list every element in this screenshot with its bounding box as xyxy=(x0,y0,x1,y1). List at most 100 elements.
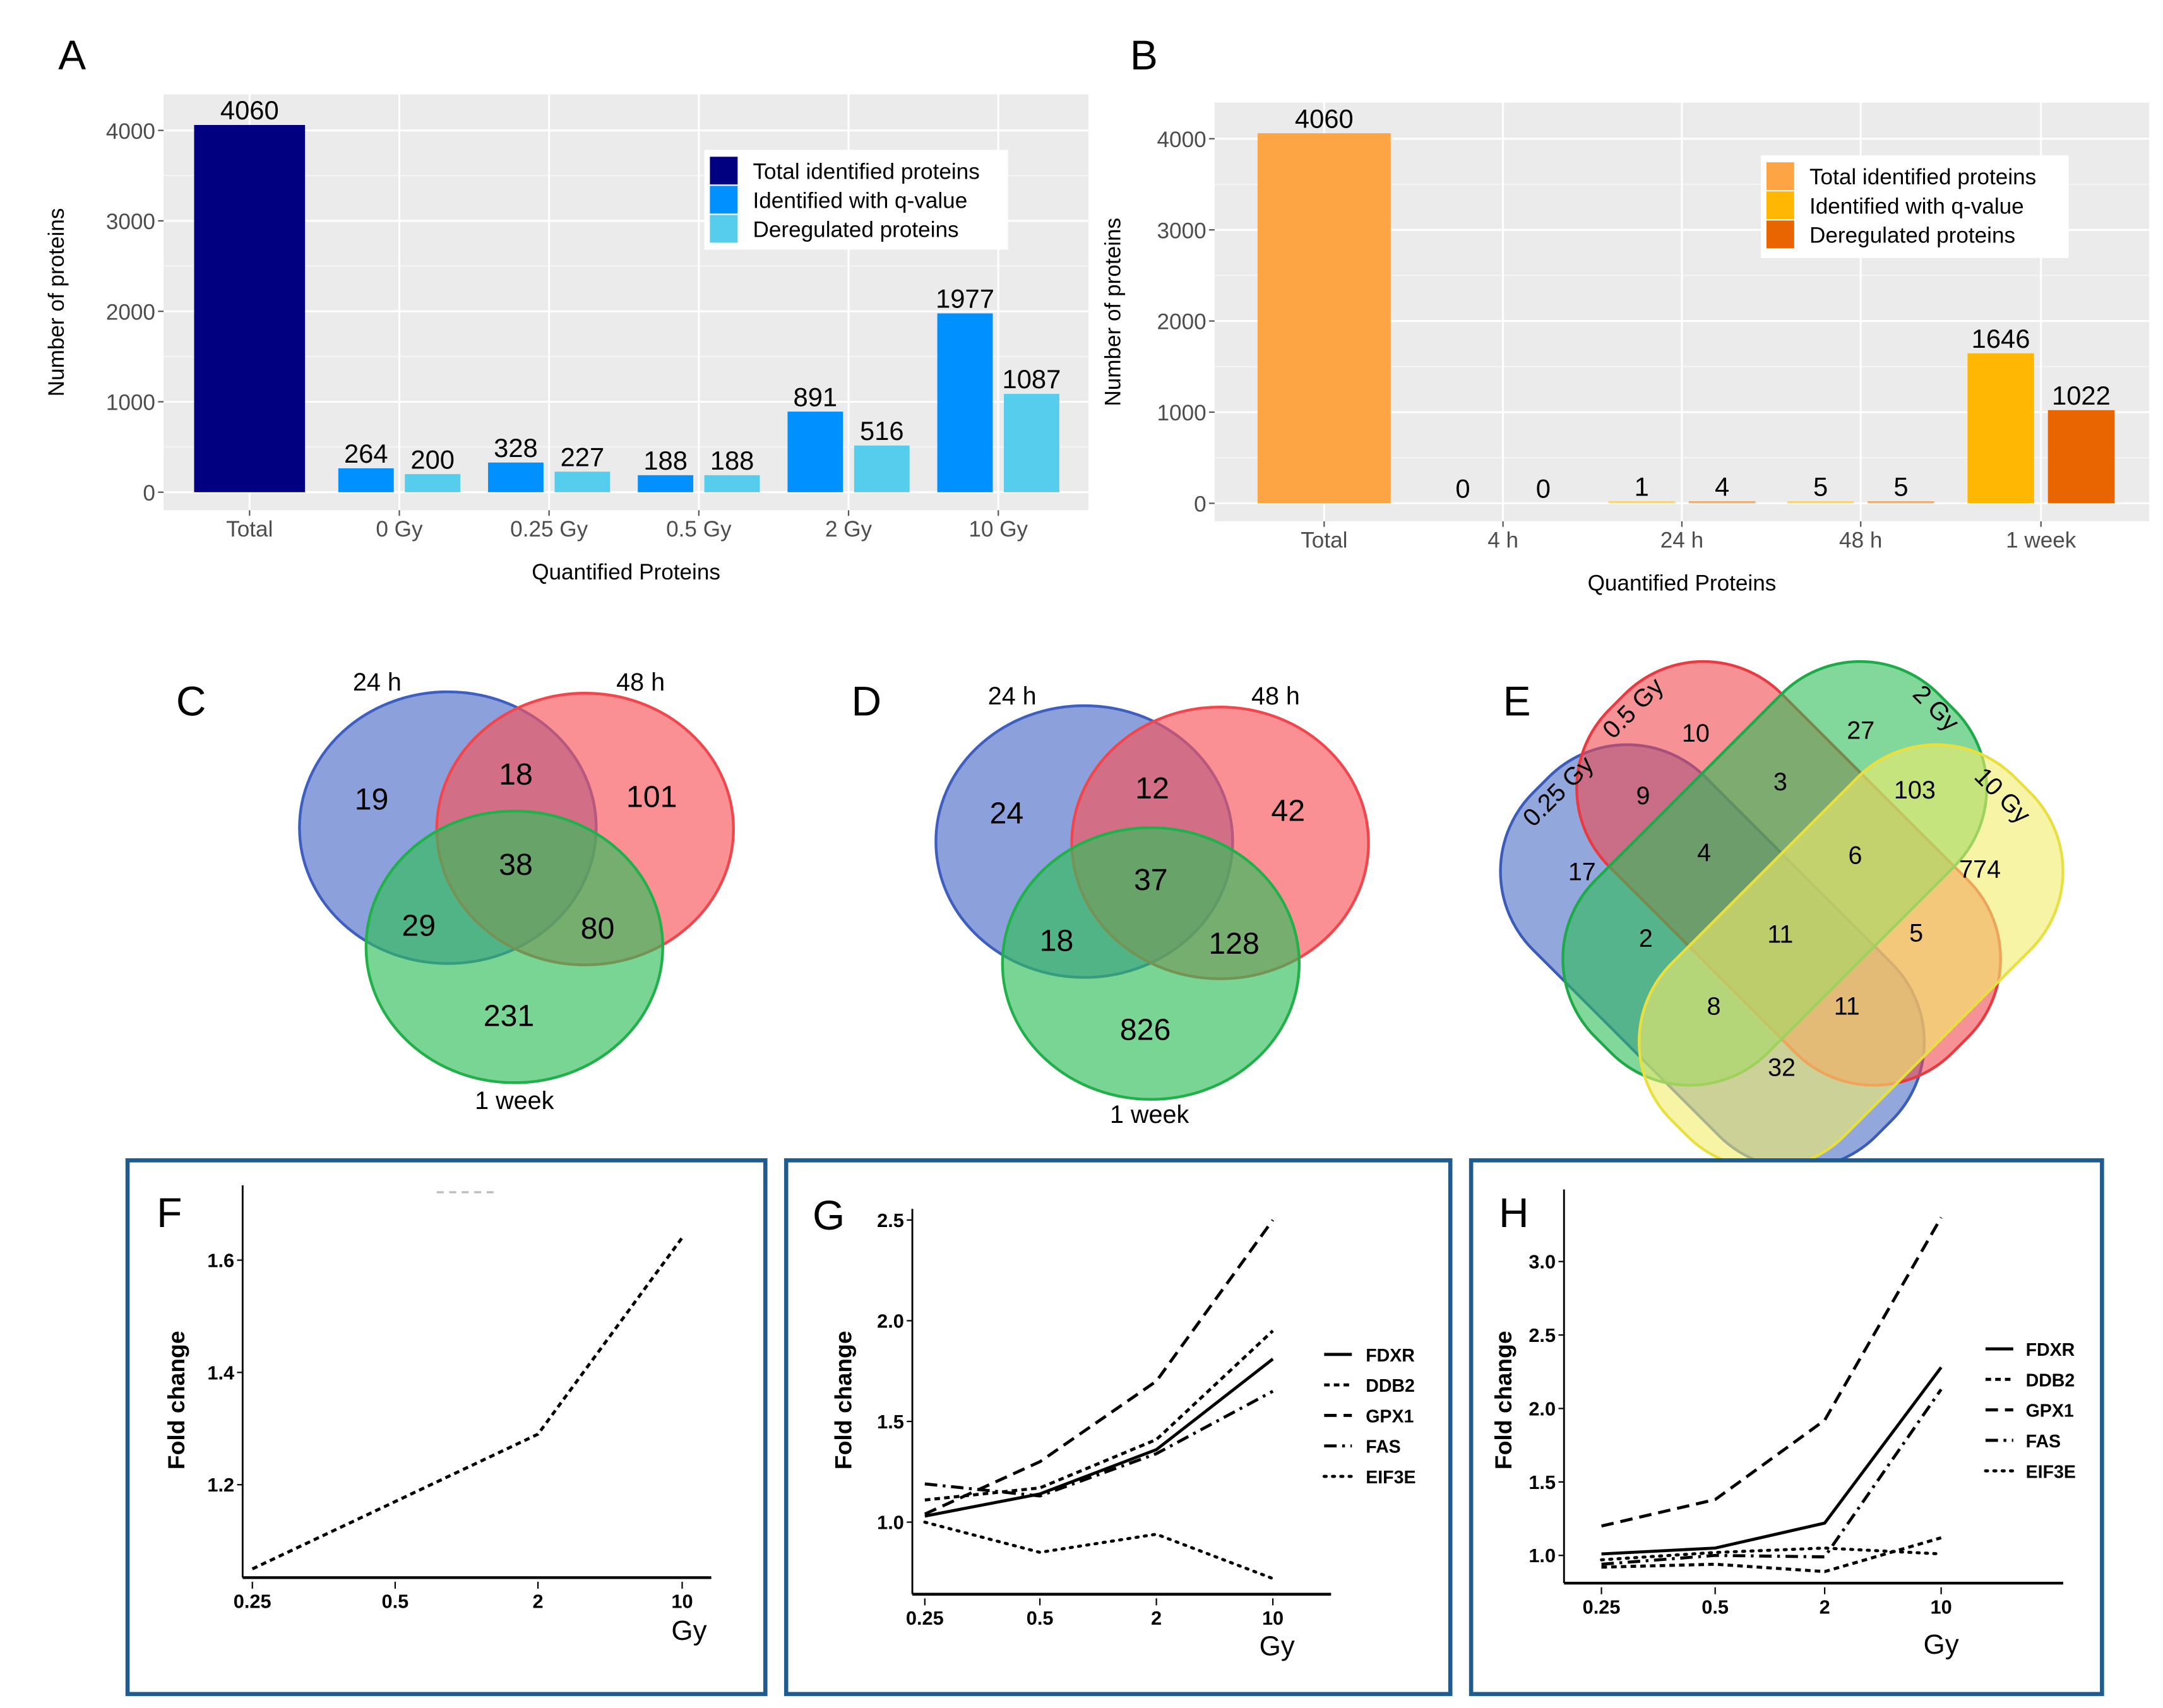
x-axis-title: Quantified Proteins xyxy=(532,560,720,584)
venn-region-count: 3 xyxy=(1773,768,1787,796)
venn-set-label: 1 week xyxy=(1110,1101,1189,1129)
line-chart-G: 1.0 1.5 2.0 2.5 0.25 0.5 2 10 FDXR DDB2 GPX1 FAS EIF… xyxy=(784,1158,1453,1697)
y-tick-label: 2.5 xyxy=(877,1209,904,1231)
series-line-gpx1 xyxy=(1601,1216,1943,1528)
legend-label: Identified with q-value xyxy=(1809,194,2024,218)
venn-region-count: 11 xyxy=(1767,921,1793,949)
bar-value-label: 4060 xyxy=(1295,104,1354,133)
venn-region-count: 17 xyxy=(1568,858,1596,886)
series-line-fdxr xyxy=(924,1358,1274,1518)
x-tick-label: 4 h xyxy=(1487,528,1518,553)
x-tick-label: 0.5 xyxy=(382,1591,409,1613)
venn-set-circle xyxy=(1001,826,1301,1101)
bar xyxy=(854,445,910,492)
x-tick-label: 2 xyxy=(1820,1596,1830,1618)
y-tick-label: 4000 xyxy=(1157,128,1207,152)
y-tick-label: 1.0 xyxy=(1528,1545,1556,1567)
legend-swatch xyxy=(1766,191,1794,220)
bar xyxy=(1787,501,1854,504)
bar-value-label: 1087 xyxy=(1003,364,1061,394)
legend-box xyxy=(704,150,1008,250)
panel-letter: A xyxy=(58,32,86,78)
legend-label: EIF3E xyxy=(2026,1462,2076,1482)
y-axis-title: Fold change xyxy=(1490,1331,1516,1469)
panel-letter: D xyxy=(851,677,881,724)
panel-letter: H xyxy=(1499,1189,1529,1236)
bar xyxy=(338,468,394,492)
bar-value-label: 188 xyxy=(710,446,754,475)
x-tick-label: 10 xyxy=(1262,1607,1284,1629)
x-axis-title: Gy xyxy=(1260,1630,1295,1661)
bar xyxy=(1608,501,1675,504)
panel-letter: C xyxy=(176,677,206,724)
venn-region-count: 29 xyxy=(402,909,436,943)
venn-region-count: 8 xyxy=(1707,993,1720,1021)
series-line-gpx1 xyxy=(924,1219,1275,1515)
legend-label: FAS xyxy=(2026,1432,2061,1452)
panel-frame xyxy=(784,1158,1453,1697)
y-tick-label: 1.5 xyxy=(1528,1471,1556,1493)
y-tick-label: 2.5 xyxy=(1528,1324,1556,1346)
legend-box xyxy=(1761,155,2069,258)
y-tick-label: 2000 xyxy=(106,300,155,324)
bar-value-label: 891 xyxy=(794,382,838,412)
y-tick-label: 3000 xyxy=(1157,218,1207,243)
line-chart-H: 1.0 1.5 2.0 2.5 3.0 0.25 0.5 2 10 FDXR DDB2 GPX1 FAS… xyxy=(1469,1158,2104,1697)
venn-region-count: 9 xyxy=(1636,782,1650,810)
venn-region-count: 10 xyxy=(1682,720,1710,747)
venn-set-label: 1 week xyxy=(475,1087,554,1115)
x-tick-label: 2 xyxy=(533,1591,544,1613)
venn-set-label: 48 h xyxy=(616,668,665,696)
x-tick-label: 0.5 Gy xyxy=(666,517,732,542)
bar xyxy=(488,462,544,492)
series-line-eif3e xyxy=(1600,1546,1943,1562)
legend: Total identified proteins Identified with… xyxy=(704,150,1008,250)
y-tick-label: 2000 xyxy=(1157,310,1207,335)
bar-value-label: 1646 xyxy=(1972,324,2030,353)
venn-region-count: 6 xyxy=(1848,841,1862,869)
bar xyxy=(787,412,843,492)
bar xyxy=(554,471,611,492)
legend-label: Total identified proteins xyxy=(1809,165,2036,189)
x-tick-label: 48 h xyxy=(1839,528,1882,553)
x-tick-label: 1 week xyxy=(2006,528,2077,553)
legend: Total identified proteins Identified with… xyxy=(1761,155,2069,258)
panel-frame xyxy=(125,1158,768,1697)
x-tick-label: 10 Gy xyxy=(968,517,1028,542)
bar-value-label: 4060 xyxy=(220,95,279,125)
bar-chart-B: 0 1000 2000 3000 4000 Total 4 h 24 h 48 h 1 week 4… xyxy=(1100,32,2150,596)
x-tick-label: 2 Gy xyxy=(825,517,873,542)
panel-letter: E xyxy=(1503,677,1531,724)
venn-set-shape xyxy=(1638,743,2065,1170)
x-tick-label: 0.25 xyxy=(1583,1596,1621,1618)
legend-label: Deregulated proteins xyxy=(1809,223,2015,247)
series-line-ddb2 xyxy=(924,1329,1274,1502)
y-tick-label: 1.2 xyxy=(207,1474,234,1496)
legend-swatch xyxy=(1766,162,1794,191)
x-axis-title: Gy xyxy=(1924,1629,1959,1660)
y-tick-label: 3.0 xyxy=(1528,1251,1556,1273)
venn-region-count: 826 xyxy=(1120,1012,1171,1047)
venn-region-count: 12 xyxy=(1135,771,1169,805)
venn-region-count: 18 xyxy=(499,757,533,792)
bar-value-label: 1977 xyxy=(936,284,994,314)
x-axis-title: Quantified Proteins xyxy=(1588,571,1777,596)
legend-label: FDXR xyxy=(1366,1346,1415,1366)
bar xyxy=(1004,394,1059,492)
legend-label: DDB2 xyxy=(2026,1370,2075,1391)
bar-value-label: 5 xyxy=(1813,471,1828,501)
y-tick-label: 1000 xyxy=(106,391,155,415)
x-tick-label: Total xyxy=(226,517,273,542)
panel-letter: G xyxy=(813,1192,845,1238)
venn-region-count: 128 xyxy=(1208,927,1260,961)
y-tick-label: 1.6 xyxy=(207,1249,234,1271)
venn-set-label: 48 h xyxy=(1251,682,1300,710)
series-line-ddb2 xyxy=(1601,1536,1942,1574)
y-tick-label: 1000 xyxy=(1157,401,1207,425)
bar xyxy=(937,313,993,492)
venn-set-label: 24 h xyxy=(988,682,1037,710)
legend-swatch xyxy=(1766,220,1794,249)
y-tick-label: 0 xyxy=(143,481,155,506)
bar xyxy=(638,475,694,492)
legend-label: DDB2 xyxy=(1366,1376,1415,1396)
